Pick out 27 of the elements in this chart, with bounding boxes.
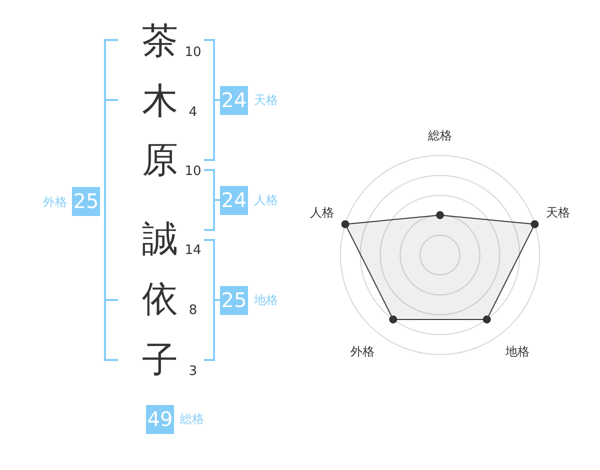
data-label: 14	[184, 243, 202, 259]
data-label: 24	[220, 86, 248, 115]
spoke-label: 地格	[504, 344, 530, 359]
category-label: 子	[142, 340, 178, 381]
data-label: 4	[188, 105, 198, 121]
data-label: 10	[184, 45, 202, 61]
spoke-label: 総格	[427, 128, 452, 142]
data-label: 25	[220, 286, 248, 315]
data-label: 24	[220, 186, 248, 215]
category-label: 天格	[254, 92, 278, 108]
category-label: 誠	[142, 219, 178, 260]
data-label: 8	[188, 303, 198, 319]
category-label: 総格	[180, 411, 204, 427]
category-label: 外格	[42, 194, 67, 210]
spoke-label: 天格	[546, 205, 570, 220]
spoke-label: 外格	[350, 344, 374, 359]
category-label: 木	[142, 81, 178, 122]
category-label: 茶	[142, 21, 178, 62]
category-label: 原	[142, 140, 178, 181]
data-label: 3	[188, 364, 198, 380]
category-label: 依	[142, 279, 178, 320]
data-label: 25	[72, 187, 100, 216]
category-label: 人格	[254, 192, 278, 208]
data-label: 10	[184, 164, 202, 180]
category-label: 地格	[254, 292, 278, 308]
data-label: 49	[146, 405, 174, 434]
spoke-label: 人格	[310, 205, 334, 220]
